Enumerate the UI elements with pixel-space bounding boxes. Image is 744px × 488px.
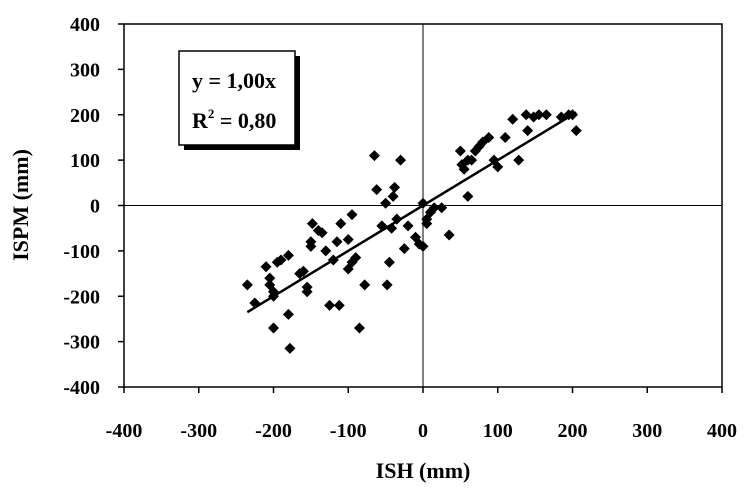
data-point xyxy=(305,240,317,252)
r-squared-text: R2 = 0,80 xyxy=(192,106,276,133)
data-point xyxy=(301,286,313,298)
y-axis-title: ISPM (mm) xyxy=(8,149,33,261)
data-point xyxy=(513,154,525,166)
data-point xyxy=(499,131,511,143)
data-point xyxy=(540,109,552,121)
data-point xyxy=(380,197,392,209)
data-point xyxy=(320,245,332,257)
data-point xyxy=(268,322,279,334)
equation-text: y = 1,00x xyxy=(192,68,276,93)
data-point xyxy=(483,131,495,143)
x-tick-label: -400 xyxy=(106,420,143,442)
data-point xyxy=(428,202,440,214)
data-point xyxy=(264,272,276,284)
data-point xyxy=(275,254,287,266)
x-tick-label: 100 xyxy=(483,420,513,442)
data-point xyxy=(371,184,383,196)
y-tick-label: 300 xyxy=(70,59,100,81)
data-point xyxy=(260,261,272,273)
data-point xyxy=(350,252,362,264)
y-tick-label: -300 xyxy=(63,332,100,354)
data-point xyxy=(297,265,309,277)
data-point xyxy=(284,342,296,354)
data-point xyxy=(282,308,294,320)
data-point xyxy=(306,218,318,230)
data-point xyxy=(417,240,429,252)
x-tick-labels: -400 -300 -200 -100 0 100 200 300 400 xyxy=(106,420,737,442)
x-tick-label: -200 xyxy=(255,420,292,442)
data-point xyxy=(507,113,519,125)
y-tick-labels: -400 -300 -200 -100 0 100 200 300 400 xyxy=(63,14,100,399)
data-point xyxy=(383,256,395,268)
y-tick-label: 100 xyxy=(70,150,100,172)
data-point xyxy=(462,190,474,202)
data-point xyxy=(324,299,336,311)
data-point xyxy=(570,125,582,137)
data-point xyxy=(342,234,354,246)
data-point xyxy=(395,154,407,166)
y-tick-label: 200 xyxy=(70,105,100,127)
data-point xyxy=(389,181,401,193)
x-tick-label: 300 xyxy=(632,420,662,442)
data-point xyxy=(381,279,393,291)
y-tick-label: -100 xyxy=(63,241,100,263)
data-point xyxy=(522,125,534,137)
data-point xyxy=(443,229,455,241)
data-point xyxy=(331,236,343,248)
data-point xyxy=(368,150,380,162)
data-points xyxy=(241,109,582,354)
data-point xyxy=(466,154,478,166)
x-tick-label: -100 xyxy=(330,420,367,442)
data-point xyxy=(333,299,345,311)
equation-box-frame xyxy=(178,50,296,146)
data-point xyxy=(387,190,399,202)
data-point xyxy=(436,202,448,214)
x-axis-title: ISH (mm) xyxy=(376,458,471,483)
tick-marks xyxy=(118,23,723,393)
data-point xyxy=(316,227,328,239)
x-tick-label: 200 xyxy=(558,420,588,442)
x-tick-label: 400 xyxy=(707,420,737,442)
data-point xyxy=(346,209,358,221)
data-point xyxy=(402,220,414,232)
data-point xyxy=(359,279,371,291)
r-squared-prefix: R xyxy=(192,108,209,133)
y-tick-label: 0 xyxy=(90,196,100,218)
data-point xyxy=(353,322,365,334)
data-point xyxy=(458,163,470,175)
r-squared-exponent: 2 xyxy=(208,106,215,121)
x-tick-label: -300 xyxy=(180,420,217,442)
r-squared-value: = 0,80 xyxy=(214,108,276,133)
data-point xyxy=(492,161,504,173)
data-point xyxy=(454,145,466,157)
trendline xyxy=(246,111,577,314)
y-tick-label: -200 xyxy=(63,286,100,308)
data-point xyxy=(335,218,347,230)
x-tick-label: 0 xyxy=(418,420,428,442)
equation-box: y = 1,00x R2 = 0,80 xyxy=(178,50,300,150)
y-tick-label: 400 xyxy=(70,14,100,36)
data-point xyxy=(282,249,294,261)
data-point xyxy=(533,109,545,121)
y-tick-label: -400 xyxy=(63,377,100,399)
data-point xyxy=(398,243,410,255)
data-point xyxy=(241,279,253,291)
